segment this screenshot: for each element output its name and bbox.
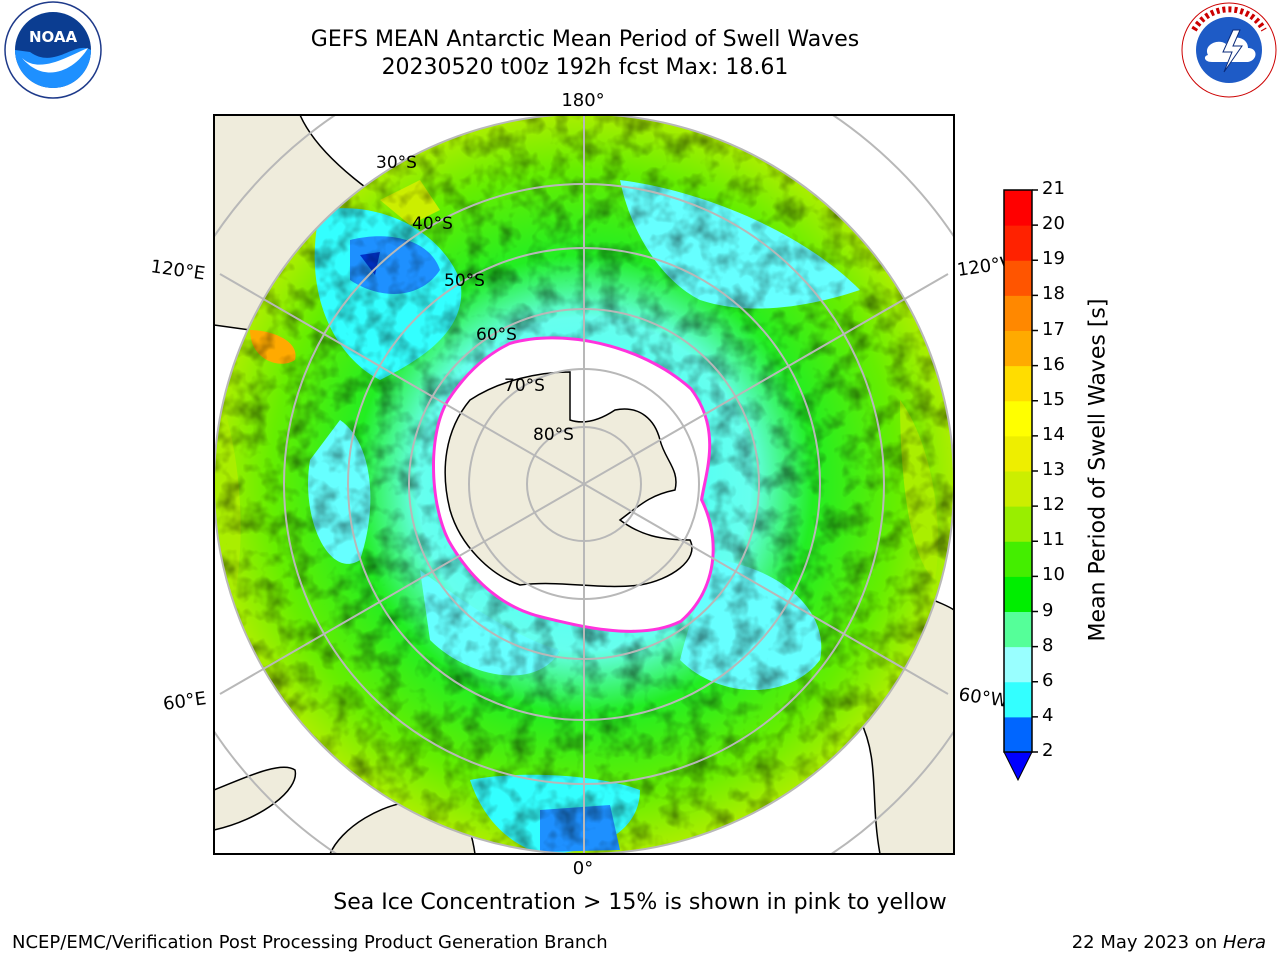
colorbar-segment bbox=[1004, 541, 1032, 577]
colorbar-segment bbox=[1004, 681, 1032, 718]
antarctica-land bbox=[444, 371, 693, 588]
colorbar-tick-label: 13 bbox=[1042, 459, 1065, 480]
graticule bbox=[214, 115, 954, 854]
noaa-logo-text: NOAA bbox=[29, 28, 78, 46]
colorbar-segment bbox=[1004, 716, 1032, 753]
colorbar-segment bbox=[1004, 190, 1032, 226]
lat-label-40s: 40°S bbox=[412, 214, 453, 234]
colorbar-tick-label: 20 bbox=[1042, 213, 1065, 235]
footer-date: 22 May 2023 on Hera bbox=[1072, 932, 1266, 953]
colorbar-segment bbox=[1004, 330, 1032, 367]
map-frame bbox=[213, 114, 955, 855]
lon-label-60w: 60°W bbox=[957, 684, 1009, 712]
chart-subtitle: 20230520 t00z 192h fcst Max: 18.61 bbox=[381, 55, 789, 80]
colorbar-segment bbox=[1004, 225, 1032, 261]
lon-label-0: 0° bbox=[573, 858, 593, 879]
footer-date-text: 22 May 2023 on bbox=[1071, 932, 1223, 953]
colorbar-segment bbox=[1004, 260, 1032, 296]
colorbar-segment bbox=[1004, 471, 1032, 507]
footer-credit: NCEP/EMC/Verification Post Processing Pr… bbox=[12, 932, 608, 953]
colorbar-segment bbox=[1004, 435, 1032, 472]
lat-label-60s: 60°S bbox=[476, 325, 517, 345]
colorbar-segment bbox=[1004, 506, 1032, 542]
colorbar-extend-arrow bbox=[1003, 751, 1033, 782]
colorbar-segment bbox=[1004, 646, 1032, 683]
colorbar-tick-label: 21 bbox=[1042, 178, 1065, 199]
colorbar-tick-label: 15 bbox=[1042, 388, 1065, 410]
colorbar-tick-label: 14 bbox=[1042, 423, 1065, 445]
nws-logo bbox=[1181, 2, 1277, 98]
colorbar-tick-label: 19 bbox=[1042, 248, 1065, 270]
noaa-logo: NOAA bbox=[4, 1, 102, 99]
colorbar bbox=[1003, 189, 1038, 782]
madagascar-land bbox=[214, 766, 297, 831]
colorbar-tick-label: 16 bbox=[1042, 353, 1065, 375]
colorbar-tick-label: 2 bbox=[1042, 740, 1054, 761]
chart-title: GEFS MEAN Antarctic Mean Period of Swell… bbox=[310, 27, 860, 52]
colorbar-segment bbox=[1004, 611, 1032, 648]
colorbar-tick-label: 9 bbox=[1042, 599, 1054, 621]
colorbar-tick-label: 18 bbox=[1042, 283, 1065, 305]
lat-label-70s: 70°S bbox=[504, 376, 545, 396]
lat-label-80s: 80°S bbox=[533, 425, 574, 445]
footer-host: Hera bbox=[1222, 932, 1266, 953]
colorbar-segment bbox=[1004, 295, 1032, 331]
colorbar-segment bbox=[1004, 400, 1032, 437]
lat-label-30s: 30°S bbox=[376, 153, 417, 173]
colorbar-tick-label: 10 bbox=[1042, 564, 1065, 586]
colorbar-tick-label: 12 bbox=[1042, 494, 1065, 516]
lon-label-120e: 120°E bbox=[149, 256, 206, 284]
lat-label-50s: 50°S bbox=[444, 271, 485, 291]
lon-label-180: 180° bbox=[561, 90, 604, 111]
map-frame-content: 30°S 40°S 50°S 60°S 70°S 80°S bbox=[214, 115, 954, 854]
colorbar-tick-label: 6 bbox=[1042, 669, 1054, 691]
colorbar-tick-label: 8 bbox=[1042, 634, 1054, 656]
colorbar-tick-label: 4 bbox=[1042, 704, 1054, 726]
colorbar-tick-label: 11 bbox=[1042, 529, 1065, 551]
lon-label-60e: 60°E bbox=[162, 688, 208, 715]
sea-ice-note: Sea Ice Concentration > 15% is shown in … bbox=[333, 890, 947, 915]
colorbar-segment bbox=[1004, 576, 1032, 612]
colorbar-title: Mean Period of Swell Waves [s] bbox=[1085, 298, 1111, 642]
colorbar-segment bbox=[1004, 365, 1032, 402]
colorbar-tick-label: 17 bbox=[1042, 318, 1065, 340]
